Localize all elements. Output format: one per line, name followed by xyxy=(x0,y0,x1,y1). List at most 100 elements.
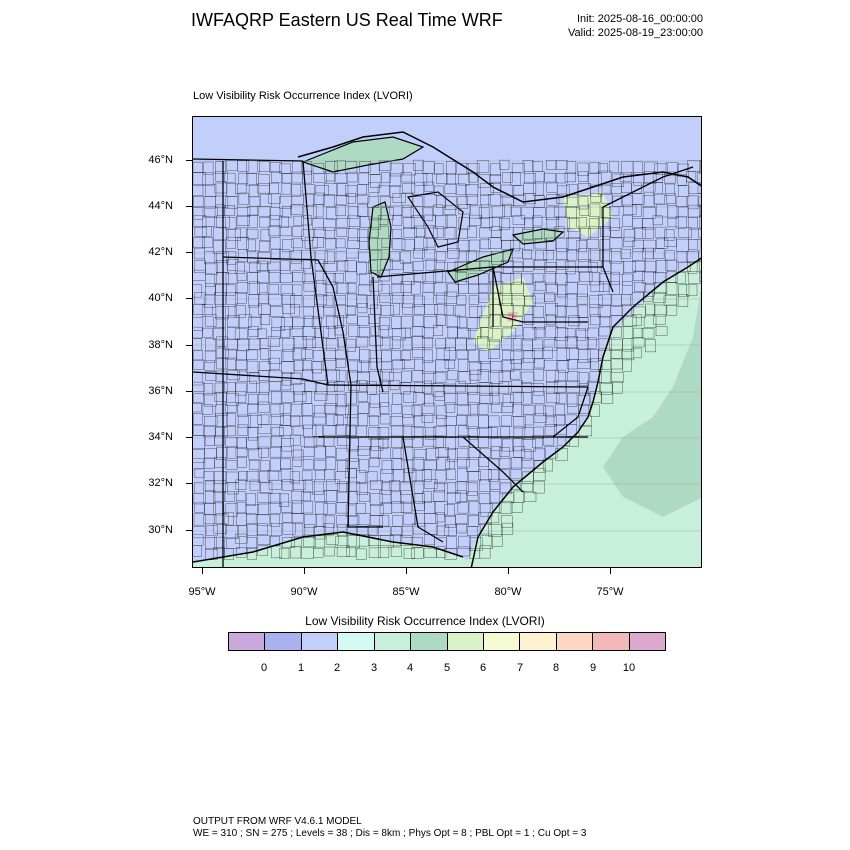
county-cell xyxy=(290,260,304,273)
county-cell xyxy=(226,446,238,459)
county-cell xyxy=(205,490,216,504)
county-cell xyxy=(665,282,678,295)
county-cell xyxy=(226,183,238,197)
county-cell xyxy=(411,215,424,229)
county-cell xyxy=(225,503,238,517)
county-cell xyxy=(357,327,370,338)
county-cell xyxy=(634,282,646,292)
county-cell xyxy=(324,546,335,557)
county-cell xyxy=(302,170,312,184)
county-cell xyxy=(303,295,315,307)
county-cell xyxy=(501,273,515,284)
county-cell xyxy=(566,249,578,261)
county-cell xyxy=(400,382,411,395)
county-cell xyxy=(568,315,580,327)
county-cell xyxy=(443,347,456,361)
county-cell xyxy=(599,248,612,262)
county-cell xyxy=(446,468,456,480)
lat-tick xyxy=(186,206,192,207)
county-cell xyxy=(279,425,292,436)
county-cell xyxy=(216,358,228,370)
county-cell xyxy=(632,314,642,326)
county-cell xyxy=(224,382,237,392)
county-cell xyxy=(335,405,349,415)
county-cell xyxy=(369,394,380,408)
lat-tick xyxy=(186,530,192,531)
county-cell xyxy=(203,161,214,175)
lat-label: 30°N xyxy=(148,524,173,536)
county-cell xyxy=(193,402,202,413)
county-cell xyxy=(293,336,307,349)
colorbar-label: 0 xyxy=(260,662,268,674)
county-cell xyxy=(677,294,689,307)
county-cell xyxy=(271,317,285,331)
county-cell xyxy=(356,261,367,275)
county-cell xyxy=(279,196,292,209)
county-cell xyxy=(511,359,522,370)
county-cell xyxy=(468,328,482,339)
county-cell xyxy=(268,226,281,237)
county-cell xyxy=(367,237,378,250)
county-cell xyxy=(458,240,470,252)
county-cell xyxy=(304,236,318,249)
county-cell xyxy=(512,438,523,452)
county-cell xyxy=(227,228,241,241)
county-cell xyxy=(422,337,433,349)
county-cell xyxy=(499,501,513,514)
county-cell xyxy=(458,204,471,215)
county-cell xyxy=(337,183,349,197)
colorbar-swatch xyxy=(265,633,302,650)
county-cell xyxy=(194,247,205,260)
county-cell xyxy=(280,415,292,426)
county-cell xyxy=(336,370,347,382)
county-cell xyxy=(313,412,326,425)
county-cell xyxy=(491,446,502,460)
county-cell xyxy=(447,370,458,381)
county-cell xyxy=(303,424,317,438)
county-cell xyxy=(466,459,480,472)
county-cell xyxy=(271,391,282,404)
county-cell xyxy=(193,435,205,449)
county-cell xyxy=(402,217,415,229)
county-cell xyxy=(193,393,204,404)
county-cell xyxy=(291,194,304,205)
county-cell xyxy=(236,282,248,294)
county-cell xyxy=(600,383,613,395)
colorbar-label: 7 xyxy=(516,662,524,674)
county-cell xyxy=(411,435,423,448)
county-cell xyxy=(513,194,526,206)
county-cell xyxy=(556,238,569,252)
county-cell xyxy=(290,250,302,264)
county-cell xyxy=(400,281,412,293)
county-cell xyxy=(575,328,586,341)
lat-tick xyxy=(186,437,192,438)
county-cell xyxy=(544,271,557,285)
county-cell xyxy=(215,161,226,174)
county-cell xyxy=(224,338,238,351)
county-cell xyxy=(480,327,493,339)
county-cell xyxy=(533,182,544,196)
county-cell xyxy=(249,261,261,273)
county-cell xyxy=(610,372,624,383)
county-cell xyxy=(246,437,260,451)
county-cell xyxy=(227,315,240,328)
county-cell xyxy=(546,369,559,383)
county-cell xyxy=(238,172,249,184)
county-cell xyxy=(268,193,281,204)
county-cell xyxy=(356,425,367,438)
county-cell xyxy=(678,262,691,272)
county-cell xyxy=(325,445,336,457)
county-cell xyxy=(642,227,654,239)
county-cell xyxy=(489,271,501,285)
county-cell xyxy=(258,446,269,458)
county-cell xyxy=(577,284,588,297)
county-cell xyxy=(666,271,678,283)
county-cell xyxy=(533,426,544,439)
county-cell xyxy=(400,172,412,183)
county-cell xyxy=(193,359,204,370)
county-cell xyxy=(292,226,304,237)
county-cell xyxy=(533,207,546,218)
county-cell xyxy=(381,361,392,373)
county-cell xyxy=(358,172,369,185)
county-cell xyxy=(422,360,436,374)
